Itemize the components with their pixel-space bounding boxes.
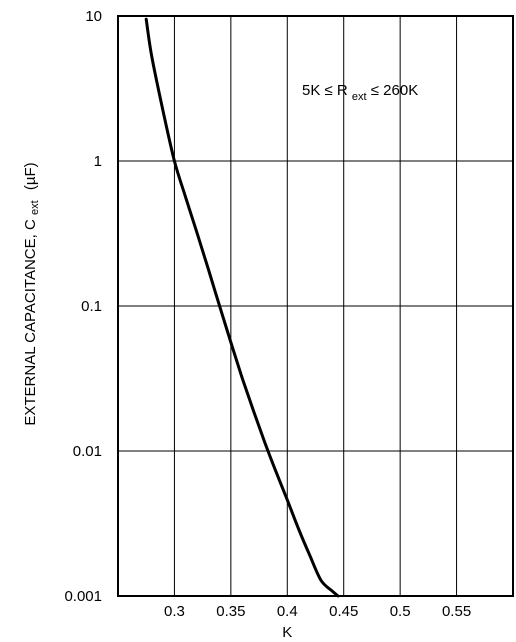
curve-layer (144, 17, 340, 598)
plot-frame (117, 15, 514, 597)
annotation-prefix: 5K ≤ R (302, 82, 348, 99)
x-tick-label: 0.55 (442, 603, 471, 620)
rext-range-annotation: 5K ≤ R ext ≤ 260K (302, 82, 418, 104)
x-tick-label: 0.45 (329, 603, 358, 620)
x-tick-label: 0.5 (390, 603, 411, 620)
grid-layer (118, 16, 513, 596)
y-axis-label: EXTERNAL CAPACITANCE, C ext (µF) (22, 162, 42, 425)
x-tick-label: 0.4 (277, 603, 298, 620)
y-axis-label-main: EXTERNAL CAPACITANCE, C (22, 219, 39, 426)
y-tick-label: 10 (85, 8, 102, 25)
tick-layer: 0.3 0.35 0.4 0.45 0.5 0.55 0.001 0.01 0.1 1 10 (64, 8, 471, 620)
y-tick-label: 0.01 (73, 443, 102, 460)
y-tick-label: 0.001 (64, 588, 102, 605)
y-axis-label-sub: ext (29, 200, 41, 215)
x-tick-label: 0.3 (164, 603, 185, 620)
capacitance-curve (144, 17, 340, 598)
annotation-suffix: ≤ 260K (371, 82, 418, 99)
annotation-sub: ext (352, 91, 367, 103)
y-axis-label-unit: (µF) (22, 162, 39, 190)
y-tick-label: 1 (94, 153, 102, 170)
x-tick-label: 0.35 (216, 603, 245, 620)
x-axis-label: K (282, 624, 292, 641)
y-tick-label: 0.1 (81, 298, 102, 315)
